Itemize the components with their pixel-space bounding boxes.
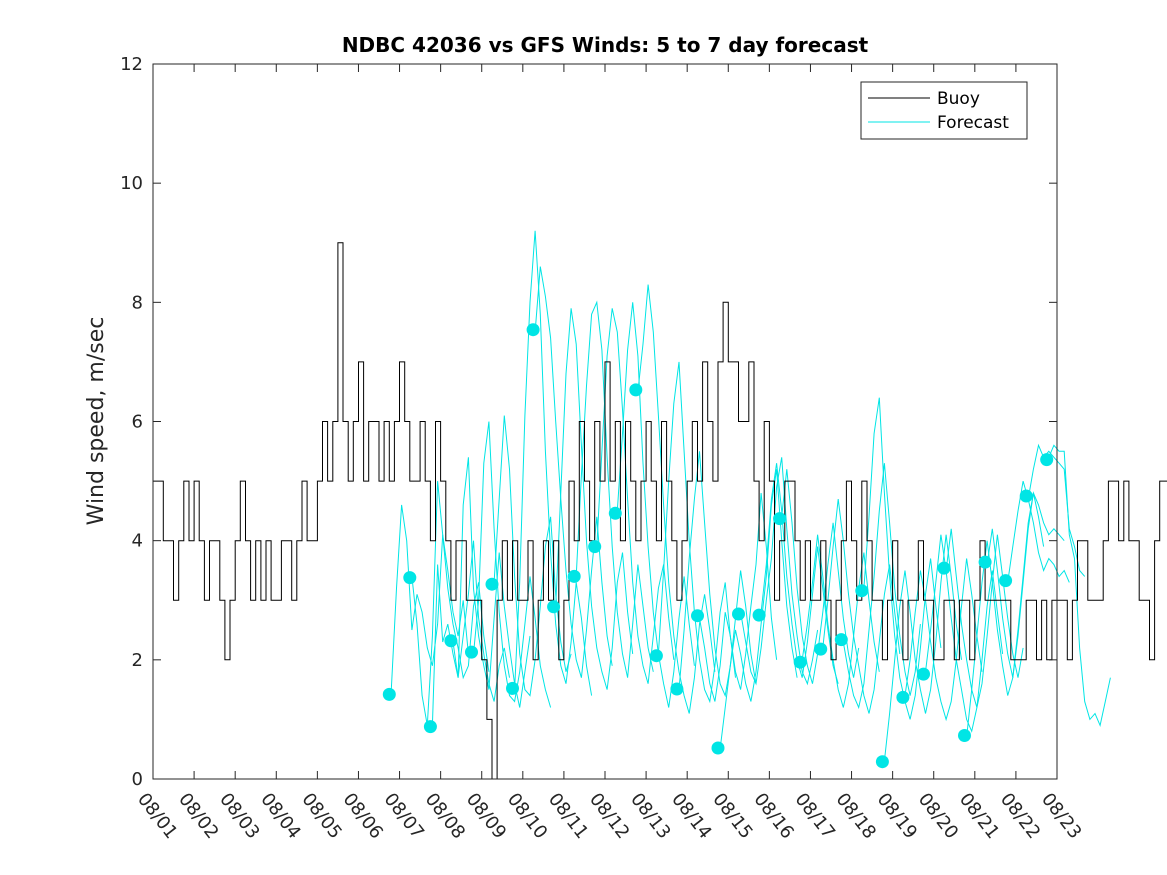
- forecast-point: [1019, 489, 1033, 503]
- legend-buoy-label: Buoy: [937, 89, 980, 109]
- forecast-point: [649, 649, 663, 663]
- forecast-point: [999, 574, 1013, 588]
- forecast-point: [485, 577, 499, 591]
- forecast-point: [917, 667, 930, 681]
- y-tick-label: 8: [132, 292, 143, 313]
- forecast-run-line: [452, 457, 531, 708]
- forecast-point: [629, 383, 643, 397]
- forecast-point: [855, 584, 869, 598]
- forecast-run-line: [411, 481, 490, 726]
- y-tick-label: 0: [132, 769, 143, 790]
- forecast-point: [978, 555, 992, 569]
- forecast-point: [834, 633, 848, 647]
- forecast-point: [567, 569, 581, 583]
- forecast-run-line: [1048, 444, 1111, 728]
- buoy-line: [153, 242, 1167, 780]
- forecast-run-line: [678, 451, 757, 698]
- forecast-point: [526, 323, 540, 337]
- forecast-run-line: [883, 534, 962, 762]
- forecast-point: [773, 512, 787, 526]
- forecast-run-line: [390, 504, 469, 690]
- forecast-run-line: [596, 308, 675, 684]
- forecast-point: [793, 655, 807, 669]
- forecast-run-line: [925, 534, 1004, 733]
- y-tick-label: 4: [132, 531, 143, 552]
- forecast-point: [506, 681, 519, 695]
- buoy-series-line: [153, 242, 1167, 780]
- forecast-points: [382, 323, 1054, 769]
- forecast-point: [752, 608, 766, 622]
- forecast-run-line: [842, 463, 921, 710]
- forecast-point: [403, 571, 417, 585]
- forecast-point: [814, 642, 828, 656]
- forecast-run-line: [822, 498, 901, 714]
- forecast-point: [711, 741, 725, 755]
- legend-box: [860, 81, 1028, 140]
- y-tick-label: 12: [120, 54, 143, 75]
- forecast-point: [896, 690, 910, 704]
- forecast-point: [444, 634, 458, 648]
- y-tick-label: 10: [120, 173, 143, 194]
- forecast-point: [547, 600, 561, 614]
- forecast-point: [423, 720, 437, 734]
- forecast-point: [1040, 453, 1054, 467]
- forecast-point: [958, 729, 971, 742]
- forecast-point: [382, 687, 396, 701]
- forecast-point: [691, 609, 704, 623]
- forecast-run-line: [657, 361, 736, 704]
- forecast-run-line: [801, 534, 880, 708]
- forecast-run-line: [575, 300, 654, 678]
- y-tick-label: 6: [132, 412, 143, 433]
- forecast-run-line: [740, 457, 819, 686]
- legend: Buoy Forecast: [860, 81, 1028, 140]
- forecast-point: [670, 682, 684, 696]
- forecast-point: [608, 506, 622, 520]
- chart-title: NDBC 42036 vs GFS Winds: 5 to 7 day fore…: [342, 33, 869, 57]
- forecast-run-line: [1007, 480, 1070, 583]
- legend-forecast-label: Forecast: [937, 113, 1009, 133]
- forecast-point: [937, 561, 951, 575]
- forecast-point: [588, 540, 602, 554]
- forecast-run-line: [493, 415, 572, 697]
- forecast-run-line: [637, 284, 716, 714]
- forecast-run-line: [699, 492, 778, 702]
- forecast-point: [465, 645, 478, 659]
- forecast-run-line: [555, 308, 634, 690]
- forecast-run-line: [986, 491, 1065, 678]
- forecast-point: [732, 607, 745, 621]
- y-tick-label: 2: [132, 650, 143, 671]
- forecast-point: [875, 755, 889, 769]
- forecast-run-line: [473, 421, 552, 708]
- forecast-run-line: [719, 469, 798, 750]
- y-axis-label: Wind speed, m/sec: [84, 317, 109, 526]
- forecast-run-line: [863, 397, 942, 720]
